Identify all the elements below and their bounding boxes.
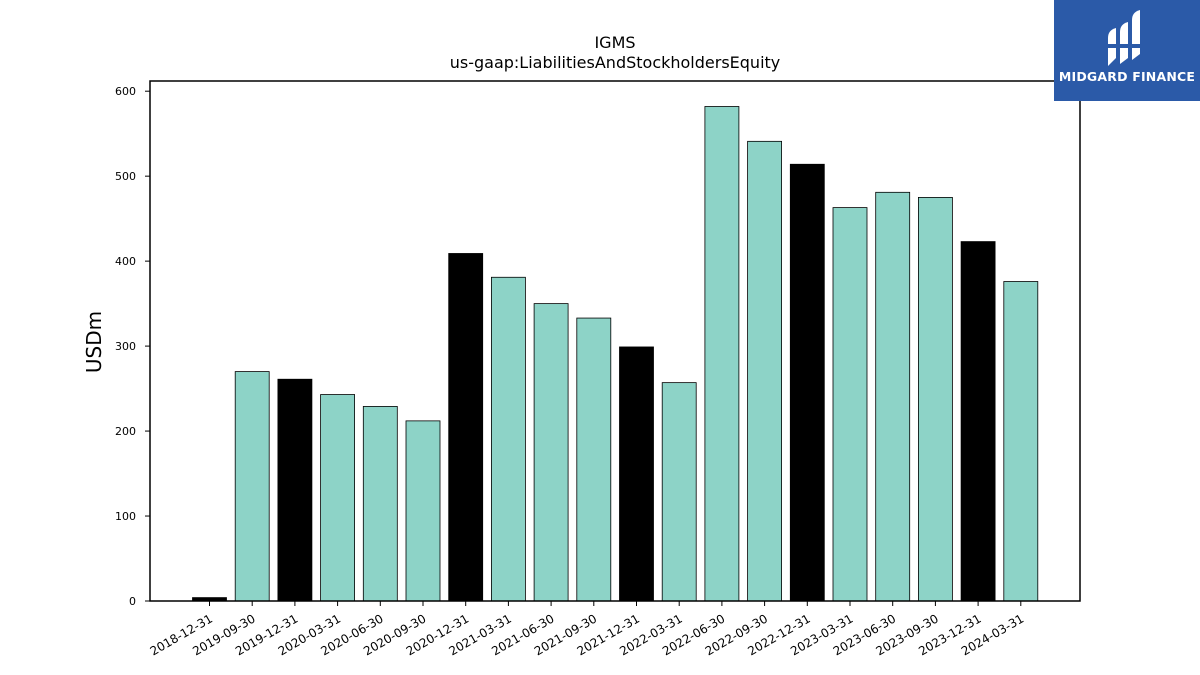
bar-2023-06-30	[875, 191, 911, 602]
brand-name: MIDGARD FINANCE	[1058, 69, 1196, 84]
midgard-logo-icon	[1106, 10, 1142, 66]
bar-2024-03-31	[1003, 281, 1039, 602]
bar-2019-09-30	[234, 371, 270, 602]
bar-2022-03-31	[661, 382, 697, 602]
bar-2021-09-30	[576, 317, 612, 602]
bar-2020-06-30	[362, 406, 398, 602]
bar-2020-12-31	[448, 253, 484, 602]
bar-2023-12-31	[960, 241, 996, 602]
y-tick-label: 600	[115, 85, 136, 98]
bar-2021-03-31	[490, 276, 526, 602]
brand-logo: MIDGARD FINANCE	[1054, 0, 1200, 101]
y-axis-label: USDm	[82, 311, 106, 373]
y-tick-label: 500	[115, 170, 136, 183]
bar-2022-06-30	[704, 106, 740, 602]
x-axis: 2018-12-312019-09-302019-12-312020-03-31…	[148, 601, 1026, 658]
bar-2023-09-30	[918, 197, 953, 602]
bar-2023-03-31	[832, 207, 868, 602]
y-tick-label: 0	[129, 595, 136, 608]
bar-2022-12-31	[789, 163, 825, 602]
bar-2020-09-30	[405, 420, 441, 602]
bar-2021-06-30	[533, 303, 569, 602]
y-tick-label: 400	[115, 255, 136, 268]
bars-group	[192, 106, 1039, 602]
plot-frame	[149, 80, 1081, 602]
y-axis: 0 100 200 300 400 500 600	[115, 85, 150, 608]
y-tick-label: 100	[115, 510, 136, 523]
chart-subtitle: us-gaap:LiabilitiesAndStockholdersEquity	[450, 53, 781, 72]
bar-2022-09-30	[747, 140, 782, 602]
y-tick-label: 300	[115, 340, 136, 353]
bar-2021-12-31	[619, 346, 654, 602]
chart-title: IGMS	[594, 33, 635, 52]
bar-2020-03-31	[320, 394, 356, 602]
bar-2019-12-31	[277, 378, 313, 602]
y-tick-label: 200	[115, 425, 136, 438]
